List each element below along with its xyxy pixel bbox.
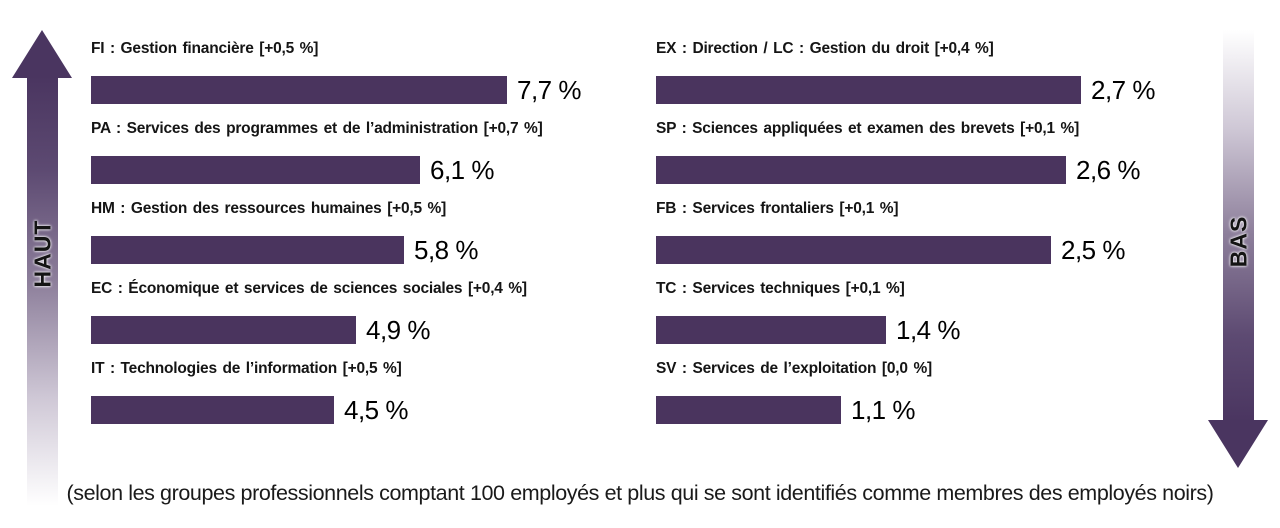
bar-line: 5,8 % bbox=[91, 234, 666, 265]
bar-line: 6,1 % bbox=[91, 154, 666, 185]
bar-row: HM : Gestion des ressources humaines [+0… bbox=[91, 198, 666, 278]
bar-value: 1,4 % bbox=[896, 314, 961, 345]
bar bbox=[656, 156, 1066, 184]
bar-value: 5,8 % bbox=[414, 234, 479, 265]
bar-row: TC : Services techniques [+0,1 %] 1,4 % bbox=[656, 278, 1231, 358]
bar-label: FI : Gestion financière [+0,5 %] bbox=[91, 40, 319, 57]
left-bar-column: FI : Gestion financière [+0,5 %] 7,7 % P… bbox=[91, 38, 666, 438]
bar-label: EC : Économique et services de sciences … bbox=[91, 280, 527, 297]
bar bbox=[91, 76, 507, 104]
down-arrow-icon bbox=[1223, 30, 1254, 422]
bar-label: EX : Direction / LC : Gestion du droit [… bbox=[656, 40, 994, 57]
bar-row: FB : Services frontaliers [+0,1 %] 2,5 % bbox=[656, 198, 1231, 278]
bar-line: 2,5 % bbox=[656, 234, 1231, 265]
bar-line: 2,7 % bbox=[656, 74, 1231, 105]
bar bbox=[91, 316, 356, 344]
up-arrow-head-icon bbox=[12, 30, 72, 78]
bar-label: FB : Services frontaliers [+0,1 %] bbox=[656, 200, 899, 217]
bar-line: 1,1 % bbox=[656, 394, 1231, 425]
chart-footnote: (selon les groupes professionnels compta… bbox=[66, 481, 1214, 505]
bar-label: SP : Sciences appliquées et examen des b… bbox=[656, 120, 1080, 137]
bar-row: SP : Sciences appliquées et examen des b… bbox=[656, 118, 1231, 198]
bar bbox=[656, 236, 1051, 264]
bar-value: 1,1 % bbox=[851, 394, 916, 425]
bar bbox=[91, 156, 420, 184]
bar-label: HM : Gestion des ressources humaines [+0… bbox=[91, 200, 447, 217]
bar-line: 1,4 % bbox=[656, 314, 1231, 345]
bar-row: PA : Services des programmes et de l’adm… bbox=[91, 118, 666, 198]
bar-value: 6,1 % bbox=[430, 154, 495, 185]
bar-line: 2,6 % bbox=[656, 154, 1231, 185]
bar bbox=[91, 236, 404, 264]
bar-row: SV : Services de l’exploitation [0,0 %] … bbox=[656, 358, 1231, 438]
bar bbox=[91, 396, 334, 424]
bar bbox=[656, 396, 841, 424]
bar-value: 2,6 % bbox=[1076, 154, 1141, 185]
bar-value: 2,7 % bbox=[1091, 74, 1156, 105]
bar-label: IT : Technologies de l’information [+0,5… bbox=[91, 360, 402, 377]
up-arrow-icon bbox=[27, 76, 58, 506]
bar-row: FI : Gestion financière [+0,5 %] 7,7 % bbox=[91, 38, 666, 118]
left-axis-label: HAUT bbox=[29, 219, 56, 288]
bar-label: TC : Services techniques [+0,1 %] bbox=[656, 280, 905, 297]
bar-line: 4,9 % bbox=[91, 314, 666, 345]
bar-row: EC : Économique et services de sciences … bbox=[91, 278, 666, 358]
bar-line: 7,7 % bbox=[91, 74, 666, 105]
bar-label: PA : Services des programmes et de l’adm… bbox=[91, 120, 543, 137]
down-arrow-head-icon bbox=[1208, 420, 1268, 468]
bar-label: SV : Services de l’exploitation [0,0 %] bbox=[656, 360, 932, 377]
bar-value: 4,5 % bbox=[344, 394, 409, 425]
bar-value: 7,7 % bbox=[517, 74, 582, 105]
bar-line: 4,5 % bbox=[91, 394, 666, 425]
bar-value: 4,9 % bbox=[366, 314, 431, 345]
bar bbox=[656, 316, 886, 344]
right-bar-column: EX : Direction / LC : Gestion du droit [… bbox=[656, 38, 1231, 438]
bar bbox=[656, 76, 1081, 104]
bar-row: IT : Technologies de l’information [+0,5… bbox=[91, 358, 666, 438]
bar-value: 2,5 % bbox=[1061, 234, 1126, 265]
bar-row: EX : Direction / LC : Gestion du droit [… bbox=[656, 38, 1231, 118]
